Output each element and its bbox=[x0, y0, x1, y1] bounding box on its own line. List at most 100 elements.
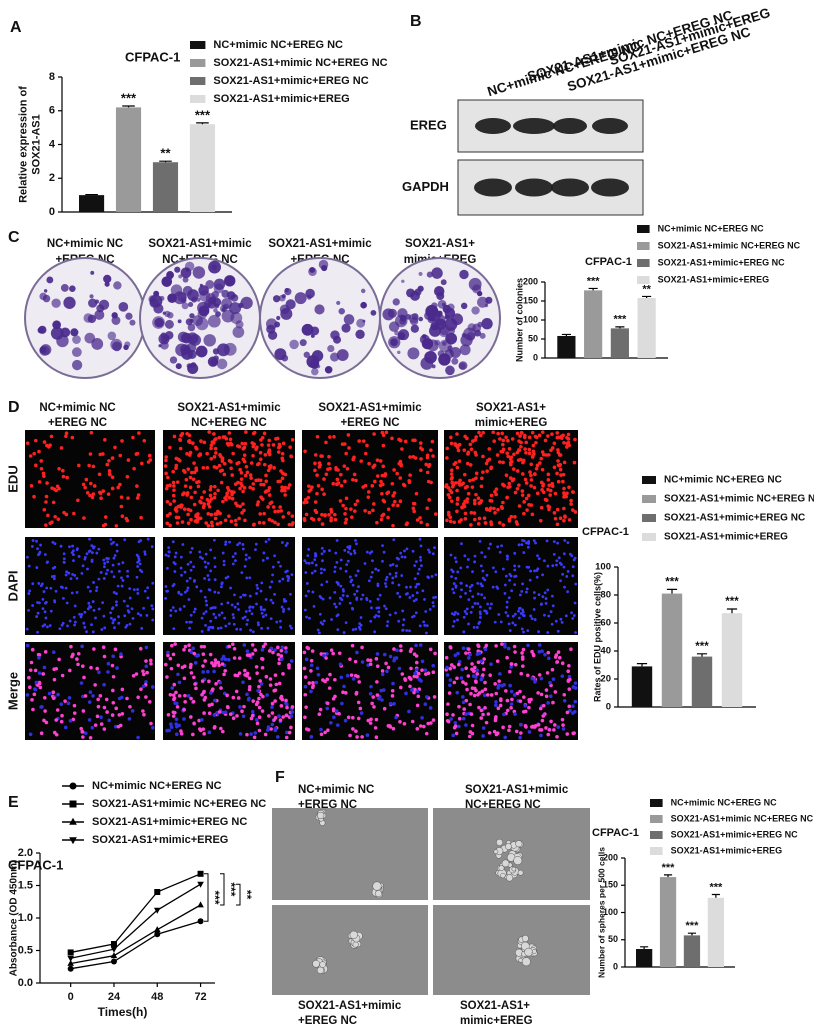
cell bbox=[273, 592, 276, 596]
cell bbox=[113, 445, 117, 450]
cell bbox=[272, 466, 276, 470]
cell bbox=[168, 502, 173, 506]
cell bbox=[276, 522, 280, 527]
cell bbox=[260, 626, 263, 630]
cell bbox=[317, 517, 321, 522]
cell bbox=[494, 570, 498, 574]
cell bbox=[337, 651, 342, 656]
cell bbox=[496, 507, 500, 512]
cell bbox=[132, 588, 136, 592]
cell bbox=[361, 593, 365, 597]
cell bbox=[192, 675, 196, 680]
cell bbox=[209, 520, 214, 525]
cell bbox=[97, 670, 101, 675]
cell bbox=[512, 644, 517, 649]
colony bbox=[175, 363, 182, 370]
cell bbox=[245, 732, 249, 737]
cell bbox=[266, 725, 271, 729]
sphere-cell bbox=[496, 838, 504, 846]
cell bbox=[120, 584, 124, 588]
cell bbox=[212, 726, 217, 730]
cell bbox=[503, 591, 507, 595]
cell bbox=[397, 437, 401, 442]
cell bbox=[209, 569, 213, 573]
cell bbox=[96, 704, 101, 709]
cell bbox=[109, 538, 113, 541]
cell bbox=[139, 539, 143, 542]
cell bbox=[519, 671, 524, 676]
cell bbox=[231, 613, 235, 616]
cell bbox=[476, 643, 480, 648]
cell bbox=[344, 691, 348, 695]
cell bbox=[479, 498, 484, 503]
cell bbox=[398, 685, 403, 690]
cell bbox=[481, 712, 485, 717]
cell bbox=[141, 709, 145, 713]
cell bbox=[37, 582, 41, 585]
cell bbox=[562, 440, 566, 445]
cell bbox=[189, 568, 193, 572]
cell bbox=[245, 649, 250, 653]
cell bbox=[419, 679, 423, 683]
cell bbox=[68, 619, 72, 623]
colony bbox=[189, 313, 195, 319]
cell bbox=[412, 509, 416, 514]
cell bbox=[193, 490, 197, 495]
cell bbox=[401, 628, 405, 632]
cell bbox=[213, 492, 217, 496]
cell bbox=[27, 608, 30, 612]
cell bbox=[243, 441, 248, 446]
cell bbox=[428, 550, 432, 554]
colony bbox=[426, 271, 433, 278]
cell bbox=[353, 659, 358, 664]
cell bbox=[313, 500, 318, 504]
cell bbox=[368, 662, 373, 666]
legend-label: SOX21-AS1+mimic+EREG bbox=[664, 532, 788, 543]
cell bbox=[367, 461, 371, 466]
cell bbox=[562, 518, 566, 523]
cell bbox=[346, 715, 351, 720]
legend-swatch bbox=[190, 59, 206, 67]
significance: *** bbox=[695, 641, 709, 653]
cell bbox=[540, 467, 545, 472]
blot-band bbox=[592, 118, 628, 134]
marker bbox=[110, 952, 118, 959]
cell bbox=[49, 434, 54, 439]
cell bbox=[414, 491, 419, 496]
cell bbox=[269, 727, 273, 731]
cell bbox=[191, 441, 195, 445]
cell bbox=[381, 464, 386, 469]
cell bbox=[273, 699, 277, 703]
cell bbox=[504, 473, 509, 478]
cell bbox=[368, 721, 373, 725]
significance: *** bbox=[662, 862, 676, 874]
cell bbox=[227, 488, 231, 492]
cell bbox=[353, 673, 358, 678]
cell bbox=[355, 542, 358, 546]
cell bbox=[245, 576, 249, 580]
cell bbox=[248, 556, 251, 560]
cell bbox=[533, 596, 536, 600]
cell bbox=[237, 608, 240, 611]
cell bbox=[175, 480, 180, 484]
cell bbox=[524, 481, 529, 485]
cell bbox=[462, 472, 467, 477]
cell bbox=[106, 492, 111, 496]
legend-swatch bbox=[642, 533, 656, 541]
cell bbox=[431, 663, 436, 668]
cell bbox=[489, 662, 493, 666]
cell bbox=[102, 577, 106, 580]
cell bbox=[276, 450, 281, 454]
cell bbox=[472, 511, 477, 515]
cell bbox=[434, 573, 438, 577]
cell bbox=[360, 735, 364, 739]
cell bbox=[72, 559, 75, 563]
cell bbox=[459, 518, 463, 522]
cell bbox=[392, 491, 397, 495]
cell bbox=[193, 607, 197, 611]
cell bbox=[561, 479, 565, 484]
cell bbox=[381, 482, 385, 487]
cell bbox=[126, 458, 131, 462]
cell bbox=[491, 585, 495, 589]
cell bbox=[204, 565, 208, 569]
